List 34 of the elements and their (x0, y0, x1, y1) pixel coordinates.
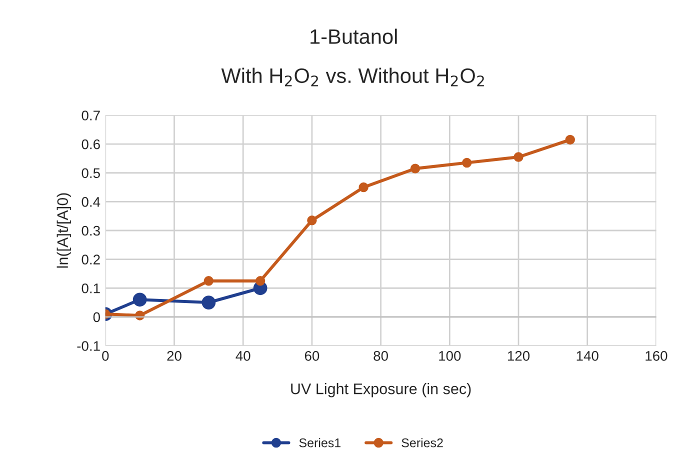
y-tick-label: 0.2 (82, 254, 100, 264)
x-tick-label: 80 (374, 350, 388, 361)
x-tick-label: 100 (439, 350, 461, 361)
legend-label: Series2 (402, 438, 443, 448)
y-tick-label: 0 (93, 312, 100, 322)
point (202, 296, 216, 310)
chart-subtitle: With H$_{2}$O$_{2}$ vs. Without H$_{2}$O$_{2}$ (221, 68, 484, 86)
point (204, 276, 214, 286)
x-tick-label: 20 (167, 350, 182, 361)
x-axis-title: UV Light Exposure (in sec) (291, 383, 471, 398)
x-tick-label: 140 (576, 350, 598, 361)
point (462, 158, 472, 168)
x-tick-label: 40 (236, 350, 250, 361)
point (132, 292, 147, 307)
x-tick-label: 160 (646, 350, 668, 361)
y-tick-label: 0.5 (82, 168, 100, 178)
y-axis-title: ln([A]t/[A]0) (56, 193, 72, 268)
point (514, 152, 524, 162)
y-tick-label: 0.6 (82, 139, 100, 150)
point (410, 164, 420, 174)
y-tick-label: 0.3 (82, 226, 100, 236)
point (565, 134, 575, 145)
point (358, 182, 368, 192)
point (255, 276, 266, 286)
point (307, 216, 317, 226)
y-tick-label: 0.7 (82, 110, 100, 120)
x-tick-label: 0 (102, 350, 109, 361)
y-tick-label: 0.4 (82, 197, 100, 207)
x-tick-label: 60 (304, 350, 320, 361)
chart-title: 1-Butanol (310, 28, 397, 44)
legend-label: Series1 (299, 438, 340, 448)
y-tick-label: 0.1 (82, 283, 100, 294)
x-tick-label: 120 (508, 350, 530, 361)
y-tick-label: -0.1 (77, 341, 100, 351)
